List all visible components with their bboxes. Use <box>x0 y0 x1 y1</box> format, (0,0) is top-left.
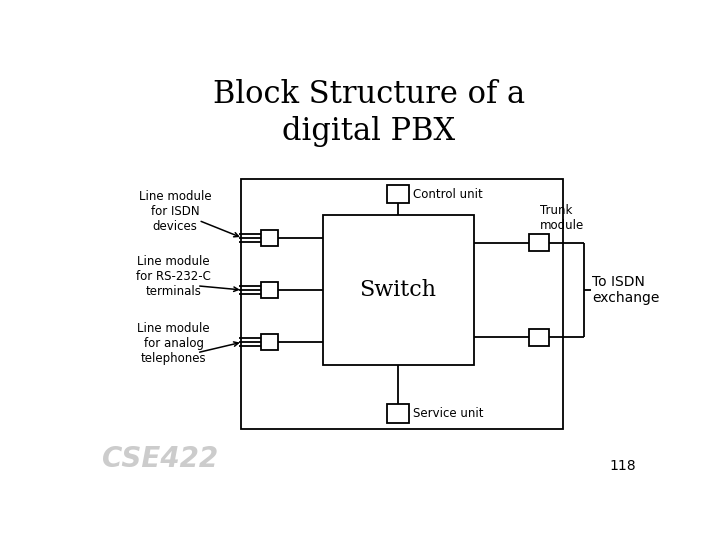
Text: Control unit: Control unit <box>413 188 482 201</box>
Text: Line module
for ISDN
devices: Line module for ISDN devices <box>139 190 212 233</box>
Bar <box>261 282 277 298</box>
Text: Line module
for analog
telephones: Line module for analog telephones <box>138 322 210 365</box>
Text: Switch: Switch <box>359 279 436 301</box>
Bar <box>387 185 409 204</box>
Text: Service unit: Service unit <box>413 407 483 420</box>
Text: CSE422: CSE422 <box>102 445 217 473</box>
Bar <box>528 329 549 346</box>
Text: Trunk
module: Trunk module <box>540 204 585 232</box>
Bar <box>387 404 409 423</box>
Text: To ISDN
exchange: To ISDN exchange <box>593 275 660 305</box>
Bar <box>528 234 549 251</box>
Bar <box>261 334 277 350</box>
Bar <box>261 231 277 246</box>
Bar <box>323 215 474 365</box>
Text: 118: 118 <box>610 459 636 473</box>
Text: Block Structure of a
digital PBX: Block Structure of a digital PBX <box>213 79 525 147</box>
Text: Line module
for RS-232-C
terminals: Line module for RS-232-C terminals <box>136 255 211 298</box>
Bar <box>241 179 563 429</box>
